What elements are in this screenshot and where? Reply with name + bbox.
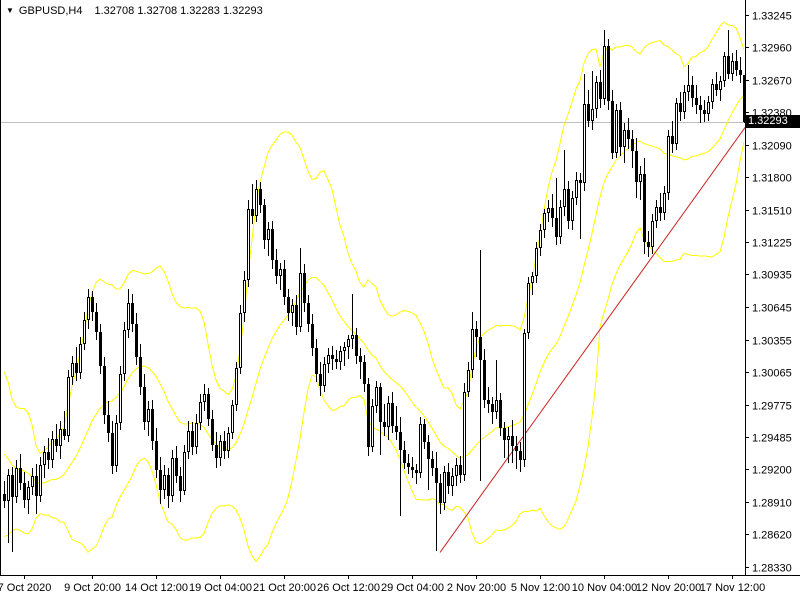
- price-tick-label: 1.30065: [752, 368, 792, 380]
- date-tick-label: 2 Nov 20:00: [447, 582, 506, 594]
- chart-title: ▼ GBPUSD,H4 1.32708 1.32708 1.32283 1.3229…: [6, 5, 263, 17]
- date-tick-label: 9 Oct 20:00: [64, 582, 121, 594]
- price-tick-label: 1.28910: [752, 498, 792, 510]
- bollinger-bands: [3, 21, 745, 563]
- price-tick-label: 1.29200: [752, 465, 792, 477]
- price-tick-label: 1.31510: [752, 206, 792, 218]
- price-tick-label: 1.30645: [752, 303, 792, 315]
- date-tick-label: 17 Nov 12:00: [700, 582, 765, 594]
- date-tick-label: 14 Oct 12:00: [125, 582, 188, 594]
- date-tick-label: 5 Nov 12:00: [511, 582, 570, 594]
- price-tick-label: 1.32670: [752, 76, 792, 88]
- price-tick-label: 1.32090: [752, 141, 792, 153]
- ohlc-values-label: 1.32708 1.32708 1.32283 1.32293: [94, 5, 263, 17]
- date-tick-label: 7 Oct 2020: [0, 582, 51, 594]
- date-tick-label: 21 Oct 20:00: [253, 582, 316, 594]
- price-tick-label: 1.28620: [752, 530, 792, 542]
- price-axis[interactable]: 1.332451.329601.326701.323801.320901.318…: [745, 11, 792, 575]
- price-tick-label: 1.28330: [752, 563, 792, 575]
- current-price-badge: 1.32293: [746, 115, 800, 128]
- date-tick-label: 26 Oct 12:00: [317, 582, 380, 594]
- date-tick-label: 12 Nov 20:00: [636, 582, 701, 594]
- candles-layer: [3, 30, 746, 552]
- price-tick-label: 1.29775: [752, 401, 792, 413]
- date-tick-label: 19 Oct 04:00: [189, 582, 252, 594]
- date-tick-label: 10 Nov 04:00: [572, 582, 637, 594]
- symbol-marker-icon: ▼: [6, 6, 14, 15]
- date-tick-label: 29 Oct 04:00: [381, 582, 444, 594]
- bollinger-upper-band[interactable]: [3, 21, 745, 455]
- price-tick-label: 1.29485: [752, 433, 792, 445]
- price-tick-label: 1.31225: [752, 238, 792, 250]
- symbol-timeframe-label: GBPUSD,H4: [18, 5, 83, 17]
- price-tick-label: 1.30935: [752, 270, 792, 282]
- price-tick-label: 1.30355: [752, 336, 792, 348]
- price-tick-label: 1.33245: [752, 11, 792, 23]
- price-tick-label: 1.32960: [752, 43, 792, 55]
- ascending-trendline[interactable]: [439, 123, 749, 553]
- time-axis[interactable]: 7 Oct 2020 9 Oct 20:00 14 Oct 12:00 19 Oct …: [0, 575, 765, 594]
- axes: [0, 0, 800, 576]
- price-tick-label: 1.31800: [752, 173, 792, 185]
- bollinger-lower-band[interactable]: [3, 141, 745, 563]
